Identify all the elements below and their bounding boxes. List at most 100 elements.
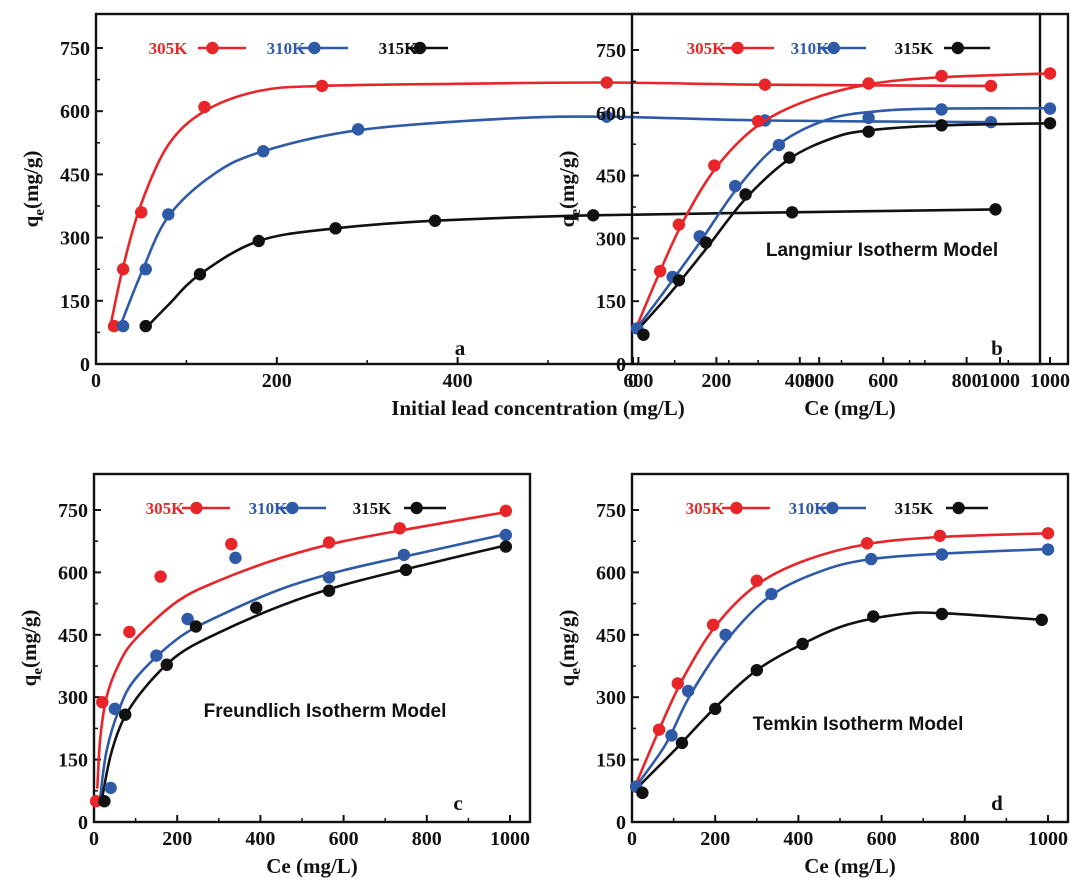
y-axis-label-sub: e xyxy=(568,668,584,675)
y-axis-label: qe(mg/g) xyxy=(555,610,584,687)
data-point-310K xyxy=(162,208,175,221)
model-annotation: Langmiur Isotherm Model xyxy=(766,240,998,261)
y-axis-label-main: q xyxy=(19,215,43,227)
data-point-315K xyxy=(636,786,649,800)
x-tick-label: 0 xyxy=(628,370,638,392)
data-point-315K xyxy=(935,119,948,132)
data-point-315K xyxy=(750,663,763,677)
data-point-310K xyxy=(1043,102,1057,115)
series-line-310K xyxy=(633,547,1049,790)
data-point-305K xyxy=(107,319,121,333)
data-point-305K xyxy=(672,218,686,231)
y-tick-label: 300 xyxy=(596,687,626,709)
x-tick-label: 0 xyxy=(89,828,99,850)
legend-label-305K: 305K xyxy=(687,39,727,58)
series-line-310K xyxy=(98,532,507,798)
legend-marker-310K xyxy=(826,501,839,515)
y-axis-label-units: (mg/g) xyxy=(17,610,41,668)
data-point-305K xyxy=(315,79,329,93)
data-point-315K xyxy=(322,584,336,597)
data-point-310K xyxy=(139,263,152,276)
data-point-315K xyxy=(1035,613,1048,627)
data-point-315K xyxy=(989,203,1002,216)
data-point-315K xyxy=(637,328,650,341)
y-tick-label: 600 xyxy=(596,562,626,584)
y-tick-label: 150 xyxy=(596,750,626,772)
y-tick-label: 300 xyxy=(596,228,626,250)
data-point-305K xyxy=(860,537,874,550)
x-tick-label: 800 xyxy=(804,370,834,392)
chart-panel-d: 0 200 400 600 800 1000 0 150 300 450 600 750 Ce (mg/… xyxy=(555,472,1070,878)
data-point-310K xyxy=(108,702,122,716)
legend-marker-315K xyxy=(951,41,964,55)
y-tick-label: 450 xyxy=(596,166,626,188)
legend-marker-305K xyxy=(206,41,219,55)
x-tick-label: 0 xyxy=(627,828,637,850)
x-tick-label: 1000 xyxy=(1030,370,1070,392)
data-point-310K xyxy=(229,551,242,565)
x-tick-label: 600 xyxy=(329,828,359,850)
series-line-315K xyxy=(633,611,1042,792)
y-tick-label: 750 xyxy=(596,40,626,62)
y-axis-label-units: (mg/g) xyxy=(555,610,579,668)
data-point-305K xyxy=(96,695,109,709)
legend-marker-315K xyxy=(410,501,423,515)
y-tick-label: 150 xyxy=(60,291,90,313)
data-point-305K xyxy=(1043,67,1057,80)
legend-marker-315K xyxy=(952,501,965,515)
x-tick-label: 200 xyxy=(700,828,730,850)
data-point-310K xyxy=(665,729,678,742)
data-point-305K xyxy=(933,529,947,542)
y-axis-label-units: (mg/g) xyxy=(19,151,43,209)
data-point-315K xyxy=(675,736,689,750)
x-axis-label: Ce (mg/L) xyxy=(266,854,358,878)
data-point-310K xyxy=(1041,543,1055,556)
data-point-315K xyxy=(867,610,880,623)
x-axis-label: Ce (mg/L) xyxy=(804,396,896,420)
y-tick-label: 600 xyxy=(58,562,88,584)
data-point-315K xyxy=(193,268,207,281)
data-point-315K xyxy=(250,601,263,614)
data-point-315K xyxy=(160,658,173,671)
x-tick-label: 400 xyxy=(245,828,275,850)
model-annotation: Temkin Isotherm Model xyxy=(753,714,964,735)
data-point-315K xyxy=(699,236,713,249)
data-point-315K xyxy=(329,222,342,235)
series-line-315K xyxy=(634,122,1051,334)
legend-label-310K: 310K xyxy=(267,39,307,58)
data-point-305K xyxy=(393,522,406,535)
data-point-305K xyxy=(653,264,667,278)
data-point-310K xyxy=(935,103,948,116)
series-line-305K xyxy=(632,532,1049,790)
series-line-305K xyxy=(633,72,1051,332)
data-point-310K xyxy=(116,319,130,333)
y-axis-label-sub: e xyxy=(30,668,46,675)
legend-marker-305K xyxy=(731,41,744,55)
data-point-310K xyxy=(984,115,998,129)
panel-letter: d xyxy=(991,791,1003,815)
y-axis-label: qe(mg/g) xyxy=(17,610,46,687)
x-tick-label: 200 xyxy=(262,370,292,392)
x-tick-label: 1000 xyxy=(980,370,1020,392)
data-point-305K xyxy=(984,79,998,93)
data-point-315K xyxy=(796,637,809,651)
x-tick-label: 600 xyxy=(867,828,897,850)
data-point-310K xyxy=(322,571,336,584)
legend-marker-315K xyxy=(413,41,427,55)
legend-label-315K: 315K xyxy=(895,39,935,58)
y-tick-label: 150 xyxy=(58,750,88,772)
x-tick-label: 400 xyxy=(443,370,473,392)
data-point-310K xyxy=(765,587,778,601)
data-point-310K xyxy=(681,684,695,698)
legend-label-310K: 310K xyxy=(249,499,289,518)
y-tick-label: 750 xyxy=(60,38,90,60)
legend-marker-305K xyxy=(190,501,203,515)
chart-panel-c: 0 200 400 600 800 1000 0 150 300 450 600 750 Ce (mg/… xyxy=(17,472,532,878)
y-axis-label-sub: e xyxy=(568,209,584,216)
data-point-305K xyxy=(751,114,765,128)
x-tick-label: 0 xyxy=(91,370,101,392)
data-point-305K xyxy=(750,574,763,587)
x-tick-label: 400 xyxy=(785,370,815,392)
data-point-305K xyxy=(123,625,136,639)
